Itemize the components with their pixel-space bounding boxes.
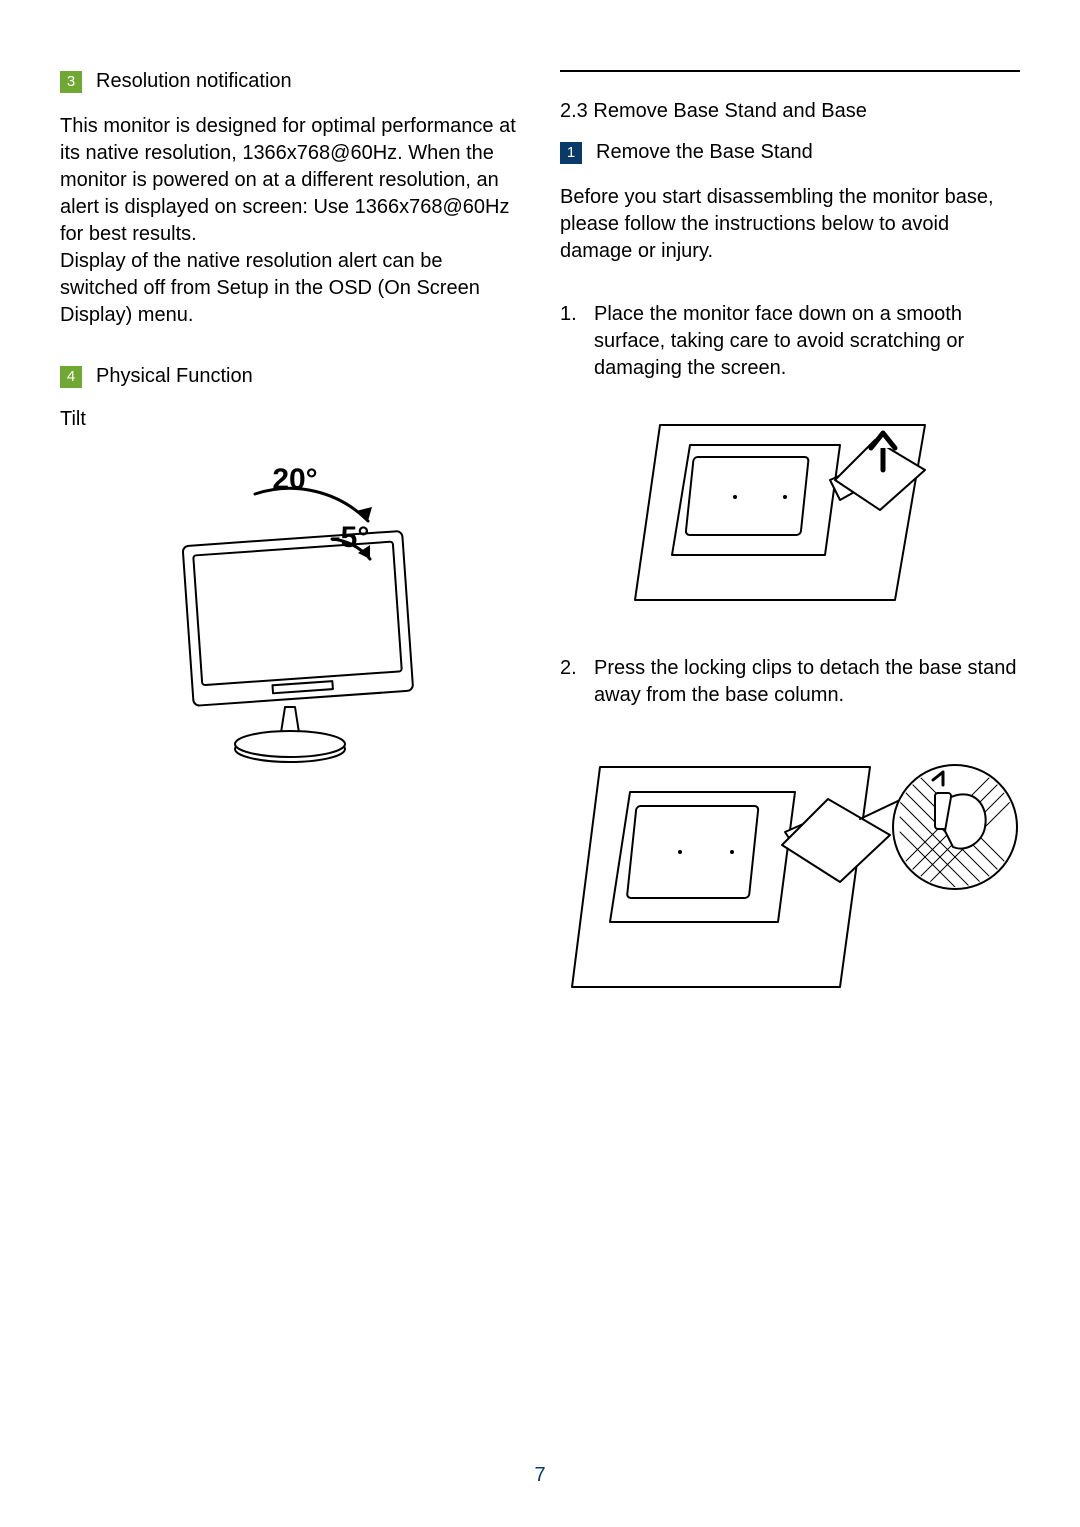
section4-title: Physical Function: [96, 365, 253, 388]
section-2-3-number: 2.3: [560, 100, 588, 122]
remove-base-steps-2: Press the locking clips to detach the ba…: [560, 655, 1020, 709]
figure-step-2-svg: [560, 727, 1020, 1027]
remove-base-intro: Before you start disassembling the monit…: [560, 184, 1020, 265]
figure-step-1-svg: [625, 400, 955, 620]
step-2-text: Press the locking clips to detach the ba…: [594, 655, 1020, 709]
section3-heading: 3 Resolution notification: [60, 70, 520, 93]
step-1-text: Place the monitor face down on a smooth …: [594, 301, 1020, 382]
step-1: Place the monitor face down on a smooth …: [560, 301, 1020, 382]
remove-base-steps: Place the monitor face down on a smooth …: [560, 301, 1020, 382]
right-column: 2.3 Remove Base Stand and Base 1 Remove …: [560, 70, 1020, 1062]
section4-heading: 4 Physical Function: [60, 365, 520, 388]
left-column: 3 Resolution notification This monitor i…: [60, 70, 520, 1062]
section-2-3-text: Remove Base Stand and Base: [593, 100, 867, 122]
page-root: 3 Resolution notification This monitor i…: [0, 0, 1080, 1527]
tilt-angle-fwd: -5°: [331, 521, 370, 554]
remove-base-heading: 1 Remove the Base Stand: [560, 141, 1020, 164]
remove-base-title: Remove the Base Stand: [596, 141, 813, 164]
section3-title: Resolution notification: [96, 70, 292, 93]
section4-badge: 4: [60, 366, 82, 388]
remove-base-badge: 1: [560, 142, 582, 164]
section-2-3-title: 2.3 Remove Base Stand and Base: [560, 100, 1020, 123]
tilt-figure: 20° -5°: [60, 449, 520, 784]
page-number: 7: [0, 1464, 1080, 1487]
step-2: Press the locking clips to detach the ba…: [560, 655, 1020, 709]
figure-step-1: [560, 400, 1020, 625]
section3-body: This monitor is designed for optimal per…: [60, 113, 520, 329]
section3-badge: 3: [60, 71, 82, 93]
tilt-angle-back: 20°: [272, 463, 317, 496]
figure-step-2: [560, 727, 1020, 1032]
tilt-label: Tilt: [60, 408, 520, 431]
two-column-layout: 3 Resolution notification This monitor i…: [60, 70, 1020, 1062]
tilt-diagram-svg: 20° -5°: [120, 449, 460, 779]
